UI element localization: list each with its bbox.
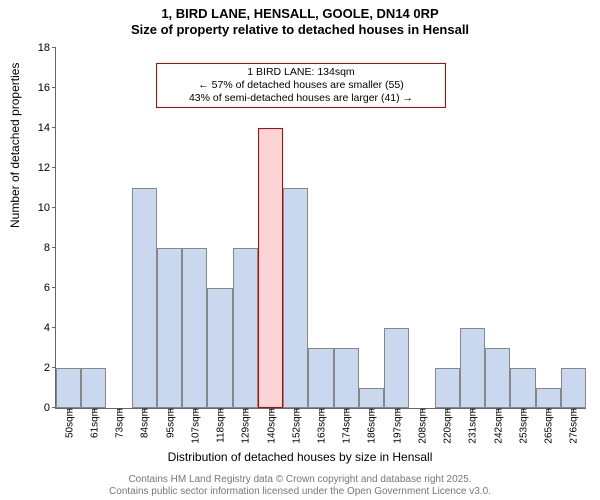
histogram-bar bbox=[510, 368, 535, 408]
histogram-bar bbox=[157, 248, 182, 408]
histogram-bar bbox=[460, 328, 485, 408]
histogram-bar bbox=[485, 348, 510, 408]
y-tick-label: 16 bbox=[38, 82, 56, 94]
y-tick-mark bbox=[52, 47, 56, 48]
histogram-bar bbox=[435, 368, 460, 408]
y-tick-label: 0 bbox=[44, 402, 56, 414]
x-tick-label: 220sqm bbox=[441, 408, 454, 444]
y-tick-mark bbox=[52, 127, 56, 128]
x-tick-label: 163sqm bbox=[315, 408, 328, 444]
x-tick-label: 118sqm bbox=[214, 408, 227, 443]
x-tick-label: 276sqm bbox=[567, 408, 580, 444]
chart-footer: Contains HM Land Registry data © Crown c… bbox=[0, 474, 600, 498]
x-tick-label: 84sqm bbox=[138, 408, 151, 438]
histogram-bar bbox=[182, 248, 207, 408]
annotation-box: 1 BIRD LANE: 134sqm ← 57% of detached ho… bbox=[156, 63, 446, 108]
y-tick-label: 14 bbox=[38, 122, 56, 134]
y-tick-label: 18 bbox=[38, 42, 56, 54]
histogram-bar bbox=[384, 328, 409, 408]
x-tick-label: 73sqm bbox=[113, 408, 126, 438]
x-axis-label: Distribution of detached houses by size … bbox=[0, 450, 600, 464]
x-tick-label: 174sqm bbox=[340, 408, 353, 444]
x-tick-label: 152sqm bbox=[289, 408, 302, 444]
histogram-bar bbox=[81, 368, 106, 408]
footer-line-2: Contains public sector information licen… bbox=[0, 486, 600, 498]
annotation-line-3: 43% of semi-detached houses are larger (… bbox=[163, 92, 439, 105]
y-tick-mark bbox=[52, 287, 56, 288]
x-tick-label: 231sqm bbox=[466, 408, 479, 444]
x-tick-label: 208sqm bbox=[415, 408, 428, 444]
x-tick-label: 50sqm bbox=[62, 408, 75, 438]
chart-container: 1, BIRD LANE, HENSALL, GOOLE, DN14 0RP S… bbox=[0, 0, 600, 500]
x-tick-label: 61sqm bbox=[87, 408, 100, 438]
x-tick-label: 95sqm bbox=[163, 408, 176, 438]
footer-line-1: Contains HM Land Registry data © Crown c… bbox=[0, 474, 600, 486]
x-tick-label: 265sqm bbox=[542, 408, 555, 444]
y-tick-mark bbox=[52, 167, 56, 168]
x-tick-label: 242sqm bbox=[491, 408, 504, 444]
histogram-bar bbox=[359, 388, 384, 408]
chart-title-sub: Size of property relative to detached ho… bbox=[0, 22, 600, 37]
histogram-bar bbox=[283, 188, 308, 408]
histogram-bar bbox=[308, 348, 333, 408]
histogram-bar bbox=[233, 248, 258, 408]
y-tick-label: 4 bbox=[44, 322, 56, 334]
x-tick-label: 253sqm bbox=[516, 408, 529, 444]
y-tick-label: 8 bbox=[44, 242, 56, 254]
histogram-bar bbox=[56, 368, 81, 408]
y-tick-label: 12 bbox=[38, 162, 56, 174]
y-tick-label: 2 bbox=[44, 362, 56, 374]
y-tick-label: 10 bbox=[38, 202, 56, 214]
histogram-bar bbox=[536, 388, 561, 408]
y-tick-mark bbox=[52, 207, 56, 208]
x-tick-label: 140sqm bbox=[264, 408, 277, 444]
x-tick-label: 197sqm bbox=[390, 408, 403, 444]
histogram-bar bbox=[207, 288, 232, 408]
annotation-line-1: 1 BIRD LANE: 134sqm bbox=[163, 66, 439, 79]
y-tick-mark bbox=[52, 87, 56, 88]
y-tick-mark bbox=[52, 327, 56, 328]
x-tick-label: 107sqm bbox=[188, 408, 201, 444]
y-axis-label: Number of detached properties bbox=[8, 63, 22, 228]
y-tick-mark bbox=[52, 247, 56, 248]
x-tick-label: 186sqm bbox=[365, 408, 378, 444]
x-tick-label: 129sqm bbox=[239, 408, 252, 444]
annotation-line-2: ← 57% of detached houses are smaller (55… bbox=[163, 79, 439, 92]
histogram-bar bbox=[561, 368, 586, 408]
highlight-bar bbox=[258, 128, 283, 408]
histogram-bar bbox=[334, 348, 359, 408]
y-tick-label: 6 bbox=[44, 282, 56, 294]
plot-area: 1 BIRD LANE: 134sqm ← 57% of detached ho… bbox=[55, 48, 586, 409]
histogram-bar bbox=[132, 188, 157, 408]
chart-title-main: 1, BIRD LANE, HENSALL, GOOLE, DN14 0RP bbox=[0, 6, 600, 21]
